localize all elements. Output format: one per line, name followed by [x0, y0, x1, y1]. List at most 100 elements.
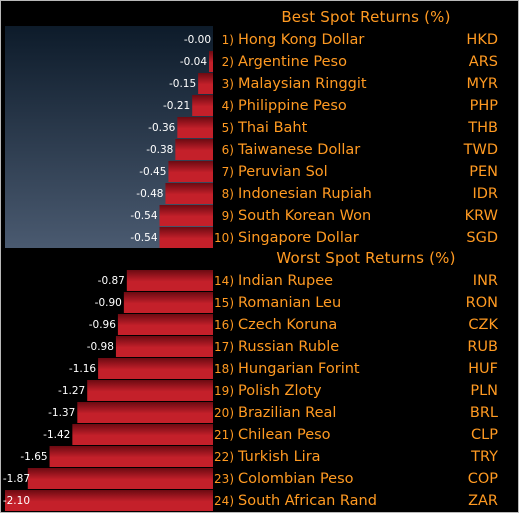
bar-zar [5, 490, 213, 511]
rank-idr: 8) [222, 187, 234, 201]
rank-thb: 5) [222, 121, 234, 135]
bar-try [49, 446, 214, 467]
currency-code-czk: CZK [468, 317, 498, 333]
data-label-pln: -1.27 [58, 385, 85, 397]
data-label-ron: -0.90 [95, 297, 122, 309]
bar-thb [177, 117, 213, 138]
currency-code-try: TRY [470, 449, 498, 465]
currency-code-rub: RUB [467, 339, 498, 355]
rank-zar: 24) [214, 494, 234, 508]
bar-ron [123, 292, 213, 313]
bar-pen [168, 161, 213, 182]
data-label-hkd: -0.00 [184, 34, 211, 46]
currency-code-cop: COP [468, 471, 499, 487]
currency-name-czk: Czech Koruna [238, 317, 337, 333]
currency-code-sgd: SGD [466, 230, 498, 246]
bar-twd [175, 139, 213, 160]
data-label-twd: -0.38 [146, 144, 173, 156]
bar-czk [117, 314, 213, 335]
currency-code-pen: PEN [469, 164, 498, 180]
rank-huf: 18) [214, 362, 234, 376]
data-label-inr: -0.87 [98, 275, 125, 287]
currency-name-zar: South African Rand [238, 493, 377, 509]
data-label-php: -0.21 [163, 100, 190, 112]
data-label-thb: -0.36 [148, 122, 175, 134]
bar-rub [115, 336, 213, 357]
data-label-idr: -0.48 [136, 188, 163, 200]
currency-name-ron: Romanian Leu [238, 295, 341, 311]
currency-code-php: PHP [470, 98, 499, 114]
currency-name-pln: Polish Zloty [238, 383, 322, 399]
currency-code-ron: RON [466, 295, 498, 311]
data-label-sgd: -0.54 [130, 232, 157, 244]
bar-php [192, 95, 213, 116]
data-label-czk: -0.96 [89, 319, 116, 331]
currency-name-rub: Russian Ruble [238, 339, 339, 355]
currency-code-idr: IDR [472, 186, 498, 202]
data-label-cop: -1.87 [3, 473, 30, 485]
currency-code-zar: ZAR [468, 493, 498, 509]
currency-name-pen: Peruvian Sol [238, 164, 328, 180]
currency-name-sgd: Singapore Dollar [238, 230, 359, 246]
currency-name-hkd: Hong Kong Dollar [238, 32, 364, 48]
rank-hkd: 1) [222, 33, 234, 47]
rank-php: 4) [222, 99, 234, 113]
rank-ron: 15) [214, 296, 234, 310]
currency-name-clp: Chilean Peso [238, 427, 331, 443]
currency-name-krw: South Korean Won [238, 208, 371, 224]
bar-inr [126, 270, 213, 291]
currency-code-hkd: HKD [466, 32, 498, 48]
bar-ars [209, 51, 213, 72]
rank-twd: 6) [222, 143, 234, 157]
rank-ars: 2) [222, 55, 234, 69]
currency-code-myr: MYR [467, 76, 498, 92]
data-label-krw: -0.54 [130, 210, 157, 222]
currency-name-idr: Indonesian Rupiah [238, 186, 372, 202]
rank-clp: 21) [214, 428, 234, 442]
data-label-myr: -0.15 [169, 78, 196, 90]
currency-code-ars: ARS [469, 54, 498, 70]
currency-code-pln: PLN [470, 383, 498, 399]
rank-try: 22) [214, 450, 234, 464]
currency-name-cop: Colombian Peso [238, 471, 354, 487]
rank-brl: 20) [214, 406, 234, 420]
currency-name-huf: Hungarian Forint [238, 361, 360, 377]
currency-code-clp: CLP [471, 427, 498, 443]
currency-name-inr: Indian Rupee [238, 273, 333, 289]
rank-krw: 9) [222, 209, 234, 223]
bar-krw [159, 205, 213, 226]
worst-returns-heading: Worst Spot Returns (%) [276, 249, 456, 267]
rank-pln: 19) [214, 384, 234, 398]
rank-rub: 17) [214, 340, 234, 354]
bar-sgd [159, 227, 213, 248]
currency-code-brl: BRL [470, 405, 498, 421]
data-label-zar: -2.10 [3, 495, 30, 507]
currency-name-twd: Taiwanese Dollar [237, 142, 360, 158]
currency-name-ars: Argentine Peso [238, 54, 347, 70]
currency-code-twd: TWD [463, 142, 498, 158]
best-returns-heading: Best Spot Returns (%) [281, 8, 451, 26]
currency-name-try: Turkish Lira [237, 449, 321, 465]
bar-myr [198, 73, 213, 94]
rank-sgd: 10) [214, 231, 234, 245]
rank-myr: 3) [222, 77, 234, 91]
bar-pln [87, 380, 213, 401]
bar-huf [98, 358, 213, 379]
data-label-huf: -1.16 [69, 363, 96, 375]
currency-name-myr: Malaysian Ringgit [238, 76, 367, 92]
data-label-pen: -0.45 [139, 166, 166, 178]
data-label-clp: -1.42 [43, 429, 70, 441]
currency-code-inr: INR [473, 273, 498, 289]
bar-brl [77, 402, 213, 423]
rank-czk: 16) [214, 318, 234, 332]
bar-clp [72, 424, 213, 445]
currency-code-thb: THB [467, 120, 498, 136]
data-label-ars: -0.04 [180, 56, 207, 68]
currency-code-huf: HUF [468, 361, 498, 377]
rank-cop: 23) [214, 472, 234, 486]
currency-name-brl: Brazilian Real [238, 405, 336, 421]
rank-inr: 14) [214, 274, 234, 288]
